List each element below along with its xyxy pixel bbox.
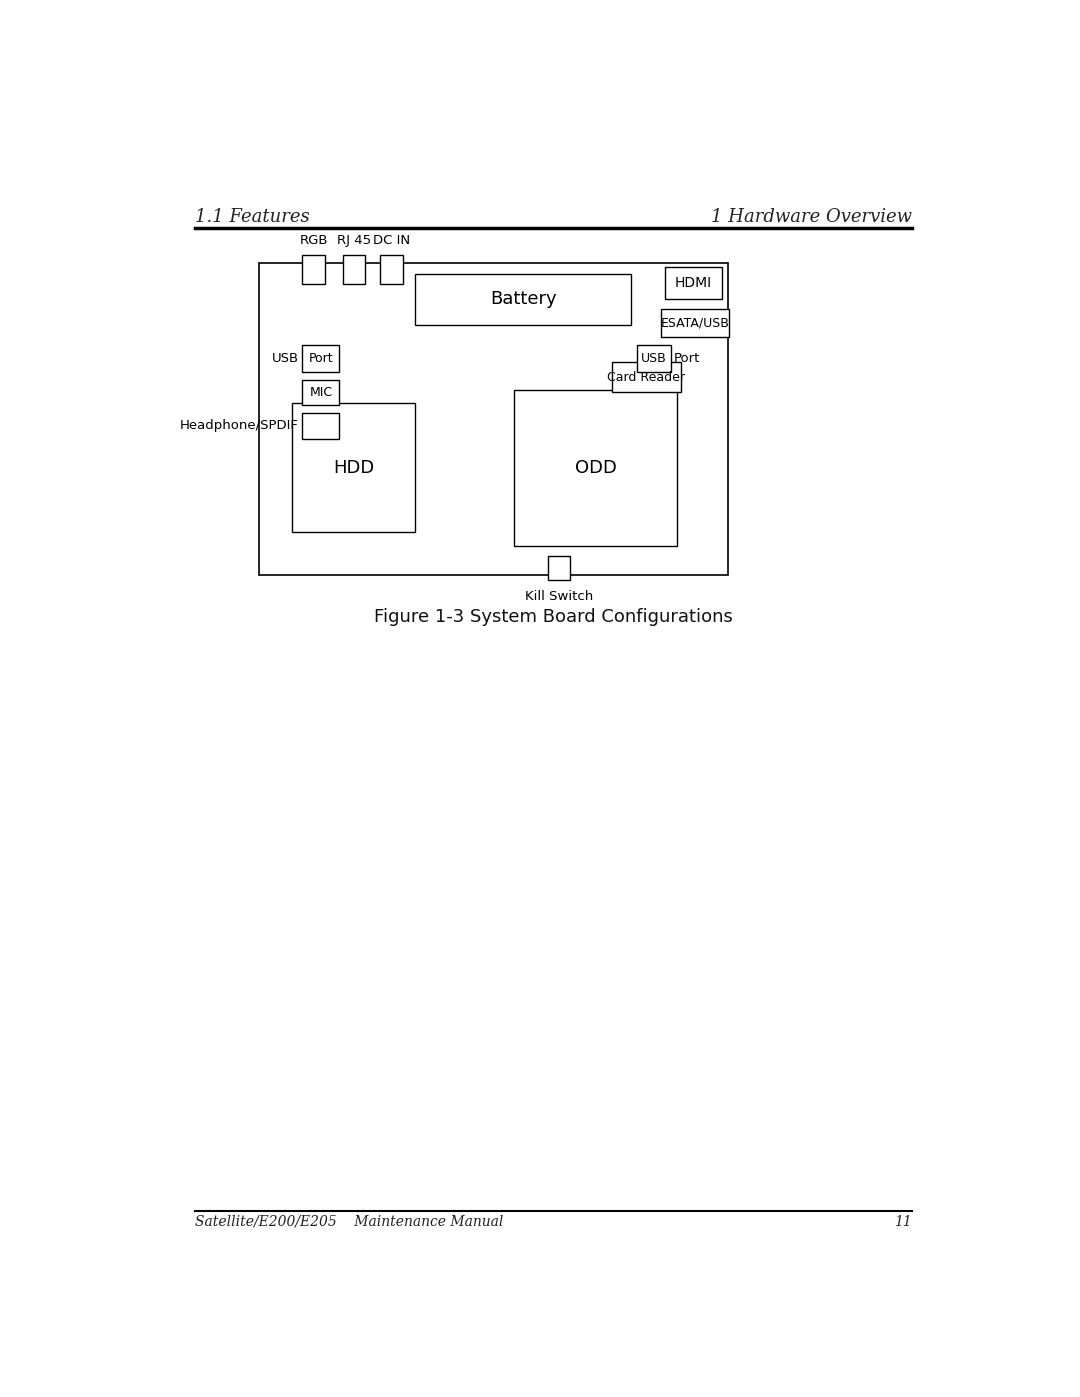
Text: HDD: HDD [333,458,374,476]
Text: ODD: ODD [575,460,617,478]
Text: Battery: Battery [490,291,556,309]
Text: 11: 11 [894,1215,912,1229]
Bar [292,404,416,532]
Bar [637,345,671,372]
Text: HDMI: HDMI [675,275,712,289]
Text: Satellite/E200/E205    Maintenance Manual: Satellite/E200/E205 Maintenance Manual [195,1215,503,1229]
Text: MIC: MIC [309,386,333,400]
Text: Kill Switch: Kill Switch [525,591,593,604]
Bar [342,254,365,284]
Bar [612,362,680,393]
Text: Card Reader: Card Reader [607,370,686,384]
Text: ESATA/USB: ESATA/USB [661,316,729,330]
Bar [548,556,570,580]
Text: Port: Port [309,352,333,365]
Bar [302,414,339,439]
Text: USB: USB [642,352,666,365]
Text: USB: USB [272,352,299,365]
Bar [665,267,721,299]
Bar [259,264,728,576]
Text: Port: Port [674,352,701,365]
Text: RGB: RGB [299,235,328,247]
Bar [514,390,677,546]
Bar [302,380,339,405]
Text: 1 Hardware Overview: 1 Hardware Overview [711,208,912,226]
Bar [302,345,339,372]
Text: RJ 45: RJ 45 [337,235,370,247]
Text: Figure 1-3 System Board Configurations: Figure 1-3 System Board Configurations [374,608,733,626]
Text: DC IN: DC IN [373,235,410,247]
Bar [302,254,325,284]
Bar [416,274,632,324]
Text: Headphone/SPDIF: Headphone/SPDIF [180,419,299,432]
Bar [661,309,729,337]
Text: 1.1 Features: 1.1 Features [195,208,310,226]
Bar [380,254,403,284]
